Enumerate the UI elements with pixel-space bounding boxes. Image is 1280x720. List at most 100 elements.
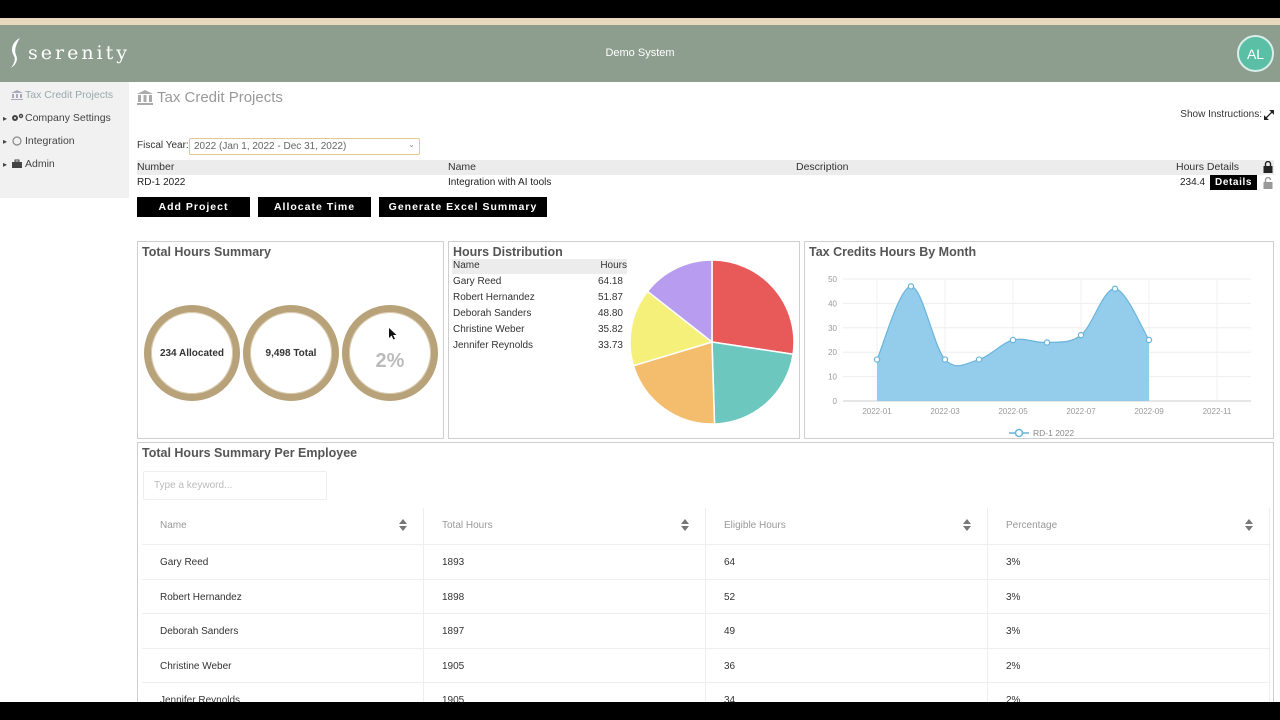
table-cell-border [988,683,1270,702]
table-cell-name: Gary Reed [160,557,209,568]
data-point[interactable] [1043,339,1051,346]
table-cell-border [706,579,988,614]
pie-slice-deborah-sanders[interactable] [632,340,716,425]
table-cell-border [706,614,988,648]
table-cell-eligible: 49 [724,626,736,637]
chevron-right-icon: ▸ [2,113,7,123]
allocate-time-button[interactable]: Allocate Time [258,197,371,217]
app-frame: serenity Demo System AL Tax Credit Proje… [0,18,1280,702]
table-cell-border [706,545,988,579]
data-point[interactable] [1009,336,1017,344]
row-name: Christine Weber [453,324,525,335]
data-point[interactable] [907,283,915,290]
table-cell-pct: 3% [1006,557,1021,568]
mouse-cursor-icon [389,328,397,340]
series-area [877,286,1149,401]
panel-title: Hours Distribution [453,245,563,259]
column-header-total-hours[interactable]: Total Hours [424,508,706,544]
total-hours-summary-panel: Total Hours Summary 234 Allocated 9,498 … [137,241,444,439]
sidebar-item-integration[interactable]: ▸ Integration [0,133,75,149]
allocated-ring: 234 Allocated [144,305,240,401]
column-header-name[interactable]: Name [142,508,424,544]
column-header-label: Total Hours [442,520,493,531]
pie-slice-christine-weber[interactable] [629,290,714,367]
row-hours: 51.87 [597,292,623,303]
project-name: Integration with AI tools [448,177,552,188]
fiscal-year-select[interactable]: 2022 (Jan 1, 2022 - Dec 31, 2022) ⌄ [189,138,420,155]
table-cell-name: Christine Weber [160,660,232,672]
table-cell-total: 1893 [442,557,465,568]
add-project-button[interactable]: Add Project [137,197,250,217]
row-name: Deborah Sanders [453,308,532,319]
hours-pie-chart [629,259,795,425]
x-tick-label: 2022-01 [862,407,892,416]
column-header-percentage[interactable]: Percentage [988,508,1270,544]
column-header-eligible-hours[interactable]: Eligible Hours [706,508,988,544]
data-point[interactable] [1111,285,1119,292]
show-instructions-toggle[interactable]: Show Instructions: [1180,109,1274,120]
data-point[interactable] [873,356,881,363]
row-name: Gary Reed [453,276,502,287]
data-point[interactable] [975,356,983,363]
pie-slice-gary-reed[interactable] [711,259,795,356]
header-name: Name [448,161,477,173]
table-cell-border [988,614,1270,648]
serenity-logo[interactable]: serenity [8,35,130,71]
projects-table-header: Number Name Description Hours Details [137,160,1274,175]
sidebar-item-admin[interactable]: ▸ Admin [0,156,55,172]
legend-label[interactable]: RD-1 2022 [1033,428,1074,438]
sidebar: Tax Credit Projects ▸ Company Settings ▸… [0,82,129,198]
user-avatar[interactable]: AL [1237,35,1274,72]
details-button[interactable]: Details [1210,175,1257,190]
sidebar-item-label: Integration [25,135,75,147]
table-cell-pct: 2% [1006,695,1021,702]
y-tick-label: 10 [828,373,837,382]
sidebar-item-company-settings[interactable]: ▸ Company Settings [0,110,111,126]
sidebar-item-tax-credit-projects[interactable]: Tax Credit Projects [0,87,113,103]
column-header-label: Name [160,520,187,531]
table-row[interactable]: RD-1 2022 Integration with AI tools 234.… [137,175,1274,191]
distribution-table-header: Name Hours [452,259,627,274]
system-title: Demo System [605,47,675,59]
table-row: Jennifer Reynolds 33.73 [452,338,627,354]
data-point[interactable] [1077,331,1085,339]
panel-title: Tax Credits Hours By Month [809,245,977,259]
generate-excel-summary-button[interactable]: Generate Excel Summary [379,197,547,217]
sort-icon[interactable] [681,519,689,531]
table-row[interactable]: Deborah Sanders 1897 49 3% [142,613,1270,648]
bank-icon [137,89,153,105]
hours-by-month-chart: 0 10 20 30 40 50 2022-01 2022-03 2022-05 2022-07 2… [828,275,1251,438]
pie-slice-jennifer-reynolds[interactable] [646,259,713,344]
sort-icon[interactable] [399,519,407,531]
table-row[interactable]: Christine Weber 1905 36 2% [142,647,1270,683]
table-row[interactable]: Jennifer Reynolds 1905 34 2% [142,682,1270,702]
row-hours: 64.18 [597,276,623,287]
table-cell-border [142,579,424,614]
lock-icon[interactable] [1263,161,1273,173]
unlock-icon[interactable] [1263,177,1273,189]
table-row[interactable]: Robert Hernandez 1898 52 3% [142,578,1270,614]
project-number: RD-1 2022 [137,177,186,188]
gears-icon [10,113,24,123]
search-input[interactable]: Type a keyword... [143,471,327,500]
fiscal-year-value: 2022 (Jan 1, 2022 - Dec 31, 2022) [194,141,347,152]
column-header-label: Eligible Hours [724,520,786,531]
table-cell-border [706,683,988,702]
sort-icon[interactable] [1245,519,1253,531]
panel-title: Total Hours Summary Per Employee [142,446,358,460]
header-name: Name [453,260,480,271]
table-cell-border [424,545,706,579]
sort-icon[interactable] [963,519,971,531]
table-cell-total: 1897 [442,626,465,637]
x-tick-label: 2022-07 [1066,407,1096,416]
data-point[interactable] [941,356,949,363]
table-row: Gary Reed 64.18 [452,274,627,290]
table-cell-border [424,683,706,702]
table-cell-total: 1898 [442,591,465,603]
pie-slice-robert-hernandez[interactable] [711,341,794,425]
table-row[interactable]: Gary Reed 1893 64 3% [142,544,1270,579]
table-cell-border [706,648,988,683]
data-point[interactable] [1145,336,1153,344]
distribution-table: Name Hours Gary Reed 64.18 Robert Hernand… [452,259,627,354]
chevron-down-icon: ⌄ [408,140,415,149]
